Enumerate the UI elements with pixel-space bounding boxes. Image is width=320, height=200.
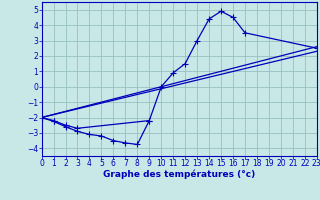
X-axis label: Graphe des températures (°c): Graphe des températures (°c) (103, 170, 255, 179)
